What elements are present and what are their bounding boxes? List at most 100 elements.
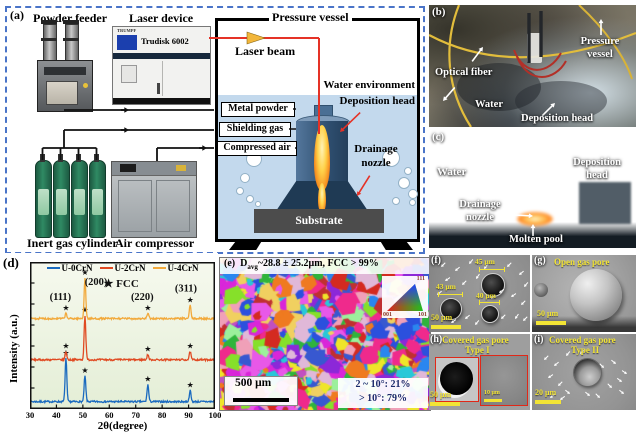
scale-bar-f (431, 325, 461, 329)
substrate-block: Substrate (254, 209, 384, 233)
x-tick-label: 100 (208, 410, 222, 420)
legend-item: U-0CrN (46, 263, 93, 273)
laser-device-label: Laser device (129, 11, 194, 25)
arrow-icon (598, 19, 604, 35)
trumpf-brand-label: TRUMPF (117, 28, 137, 33)
arrow-icon (554, 361, 559, 366)
panel-a-schematic: (a) Powder feeder Laser device TRUMPF Tr… (5, 6, 425, 254)
scale-label-i: 20 μm (535, 388, 557, 397)
arrow-icon (530, 224, 536, 236)
vessel-leg (229, 239, 263, 250)
arrow-icon (491, 294, 496, 299)
panel-g-sem: (g) Open gas pore 50 μm (532, 255, 636, 332)
x-tick-label: 70 (131, 410, 140, 420)
laser-flame (314, 125, 330, 191)
drainage-nozzle-label: Drainage nozzle (354, 143, 398, 169)
legend-label: U-2CrN (114, 263, 146, 273)
panel-e-label: (e) (224, 258, 236, 269)
arrow-icon (607, 383, 612, 388)
arrow-icon (616, 377, 622, 382)
panel-g-label: (g) (534, 255, 546, 266)
pressure-vessel-photo-label: Pressure vessel (580, 36, 620, 60)
arrow-icon (515, 313, 519, 319)
legend-label: U-0CrN (61, 263, 93, 273)
ipf-legend: 111 001 101 (382, 276, 428, 318)
panel-d-label: (d) (3, 255, 19, 270)
arrow-icon (566, 351, 571, 356)
arrow-icon (595, 393, 600, 398)
fcc-peak-star: ★ (187, 295, 194, 304)
inset-scale-bar (484, 399, 502, 402)
covered-pore-type1 (440, 362, 473, 395)
sem-g-shadow (532, 316, 636, 332)
panel-f-label: (f) (431, 255, 441, 266)
panel-i-sem: (i) Covered gas pore Type II 20 μm (532, 334, 636, 410)
compressor-door (156, 180, 190, 232)
arrow-icon (621, 370, 627, 374)
inert-gas-cylinder-label: Inert gas cylinder (27, 236, 118, 250)
deposition-head-label-c: Deposition head (573, 157, 621, 181)
gas-pore (481, 305, 499, 323)
scale-bar-label: 500 μm (235, 377, 272, 389)
x-axis-label: 2θ(degree) (97, 420, 148, 432)
x-tick-label: 90 (184, 410, 193, 420)
pore-inset-box: 10 μm (480, 355, 528, 406)
feeder-indicator (83, 83, 88, 88)
hopper-cap (41, 20, 57, 24)
air-compressor-label: Air compressor (115, 236, 195, 250)
arrow-icon (443, 86, 456, 101)
arrow-icon (524, 282, 529, 287)
laser-cabinet: TRUMPF Trudisk 6002 (112, 26, 211, 105)
arrow-icon (121, 127, 129, 133)
measure-bar (479, 267, 505, 272)
ipf-111: 111 (416, 276, 425, 282)
cabinet-vent (121, 65, 137, 83)
arrow-icon (560, 395, 566, 400)
sem-i-arrows (544, 349, 627, 400)
covered-pore-type-h: Type I (465, 345, 490, 355)
equipment-silhouette (579, 182, 631, 224)
y-axis-label: Intensity (a.u.) (8, 314, 20, 383)
fcc-peak-star: ★ (62, 342, 69, 351)
arrow-icon (462, 280, 467, 285)
x-tick-label: 40 (52, 410, 61, 420)
measure-bar (438, 292, 463, 297)
arrow-icon (469, 259, 474, 264)
legend-swatch (152, 266, 166, 270)
air-compressor-device (111, 161, 197, 238)
fcc-peak-star: ★ (144, 345, 151, 354)
powder-feeder-body (37, 60, 93, 112)
arrow-icon (455, 266, 460, 271)
water-label-c: Water (437, 166, 467, 178)
arrow-icon (357, 175, 371, 196)
panel-h-label: (h) (430, 334, 443, 345)
peak-label: (311) (175, 283, 198, 294)
arrow-icon (580, 349, 585, 354)
fcc-peak-star: ★ (144, 375, 151, 384)
scale-label-h: 50 μm (430, 390, 452, 399)
panel-e-ebsd-map: (e) Davg~28.8 ± 25.2μm, FCC > 99% 111 00… (219, 257, 431, 411)
ipf-101: 101 (418, 312, 427, 318)
gas-pore (440, 298, 462, 320)
arrow-icon (199, 145, 207, 151)
scale-bar-i (535, 400, 561, 404)
arrow-icon (619, 389, 624, 394)
x-tick-label: 30 (25, 410, 35, 420)
arrow-icon (465, 314, 470, 319)
fcc-peak-star: ★ (81, 268, 88, 277)
water-environment-label: Water environment (323, 79, 415, 91)
ipf-001: 001 (383, 312, 392, 318)
water-label-b: Water (475, 99, 503, 110)
arrow-icon (508, 213, 533, 219)
arrow-icon (471, 47, 483, 62)
scale-bar (233, 398, 289, 402)
plot-area: ★ ★ ★ ★ ★ ★ ★ ★ ★ ★ ★ ★ (111) (200) (220) (311) ★ FCC U-… (29, 262, 216, 409)
photo-b-overlay (429, 5, 636, 127)
pore-size-45: 45 μm (475, 257, 495, 266)
arrow-icon (565, 389, 570, 394)
panel-f-sem: (f) 45 μm 43 μm 40 μm 50 μm (429, 255, 530, 332)
compressor-door (118, 180, 152, 232)
arrow-icon (535, 163, 557, 169)
panel-i-label: (i) (534, 334, 544, 345)
